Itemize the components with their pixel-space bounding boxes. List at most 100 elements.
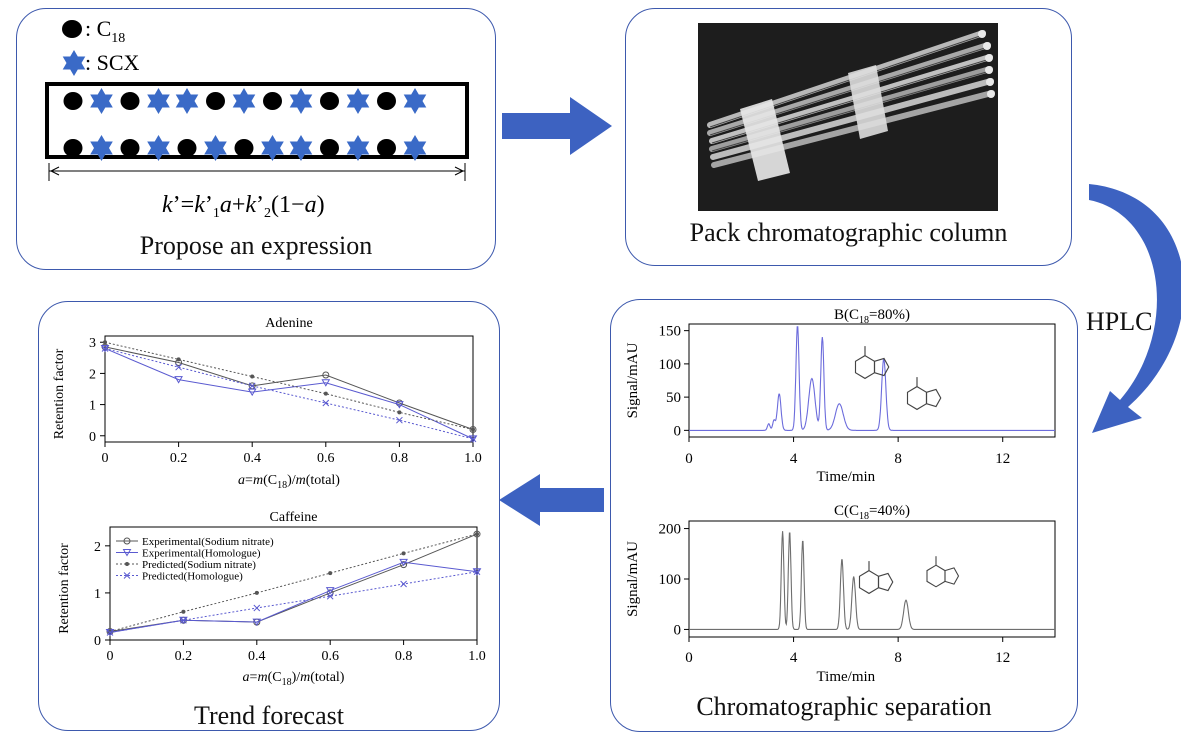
data-point <box>396 416 403 424</box>
data-point <box>103 340 107 345</box>
x-tick-label: 0.4 <box>248 649 265 664</box>
data-point <box>469 435 477 443</box>
y-tick-label: 0 <box>674 423 682 439</box>
column-photo <box>698 23 998 211</box>
y-tick-label: 3 <box>89 336 96 351</box>
series-line <box>104 348 474 440</box>
data-point <box>123 572 131 579</box>
caption-separation: Chromatographic separation <box>696 692 992 721</box>
caffeine-structure-icon <box>906 377 942 411</box>
panel-propose-expression: : C18 : SCX k’=k’1a+k’2(1−a) Propose an … <box>16 8 496 270</box>
series-line <box>104 347 474 440</box>
chromatogram-trace <box>689 326 1055 431</box>
y-axis-label: Signal/mAU <box>625 342 641 418</box>
caption-forecast: Trend forecast <box>194 701 344 730</box>
data-point <box>469 426 477 434</box>
caffeine-structure-icon <box>858 561 894 595</box>
x-tick-label: 0 <box>685 650 693 666</box>
x-tick-label: 0.4 <box>243 451 261 466</box>
legend-label: Experimental(Homologue) <box>142 548 261 560</box>
data-point <box>328 571 333 576</box>
data-point <box>253 604 261 612</box>
packing-c18-particle <box>63 92 83 110</box>
plot-frame <box>688 520 1056 638</box>
x-tick-label: 0.8 <box>395 649 413 664</box>
x-axis-label: Time/min <box>817 469 876 485</box>
data-point <box>250 374 255 379</box>
right-arrow <box>502 97 612 155</box>
packing-c18-particle <box>320 92 339 110</box>
packing-c18-particle <box>206 92 225 110</box>
data-point <box>123 537 131 545</box>
x-tick-label: 8 <box>894 451 902 467</box>
data-point <box>322 371 330 379</box>
y-tick-label: 1 <box>94 587 101 602</box>
ring-six <box>926 564 946 588</box>
ring-five <box>944 567 960 585</box>
caption-propose: Propose an expression <box>139 231 373 260</box>
x-tick-label: 0 <box>685 451 693 467</box>
x-axis-label: a=m(C18)/m(total) <box>238 473 340 491</box>
ring-six <box>858 569 880 595</box>
legend-label: Experimental(Sodium nitrate) <box>142 536 274 548</box>
packing-scx-particle <box>147 88 170 114</box>
column-diagram: : C18 : SCX k’=k’1a+k’2(1−a) <box>45 16 469 221</box>
series-line <box>109 571 478 633</box>
data-point <box>473 530 481 538</box>
packing-scx-particle <box>147 135 170 161</box>
packing-c18-particle <box>377 139 396 157</box>
data-point <box>472 568 482 576</box>
data-point <box>323 391 328 396</box>
chart-title: Adenine <box>265 316 312 331</box>
y-tick-label: 0 <box>89 430 96 445</box>
y-tick-label: 1 <box>89 399 96 414</box>
data-point <box>175 363 182 371</box>
data-point <box>400 580 407 588</box>
data-point <box>247 388 257 397</box>
data-point <box>397 410 402 415</box>
data-point <box>401 551 406 556</box>
chart-title: B(C18=80%) <box>834 307 910 326</box>
chart-legend: Experimental(Sodium nitrate)Experimental… <box>116 536 274 583</box>
x-tick-label: 1.0 <box>464 451 482 466</box>
data-point <box>248 382 256 390</box>
data-point <box>180 616 187 624</box>
y-tick-label: 100 <box>659 357 682 373</box>
data-point <box>399 558 408 567</box>
data-point <box>473 568 481 576</box>
y-tick-label: 2 <box>89 367 96 382</box>
y-axis-label: Retention factor <box>52 348 67 439</box>
caption-pack: Pack chromatographic column <box>689 218 1008 247</box>
packing-scx-particle <box>346 88 370 114</box>
plot-frame <box>688 323 1056 438</box>
data-point <box>122 549 132 557</box>
data-point <box>325 587 335 595</box>
legend-scx-label: : SCX <box>85 50 140 75</box>
data-point <box>326 592 334 600</box>
data-point <box>181 609 186 614</box>
data-point <box>471 427 475 432</box>
y-tick-label: 150 <box>659 324 682 340</box>
x-tick-label: 12 <box>995 451 1010 467</box>
packing-c18-particle <box>120 139 140 157</box>
x-tick-label: 1.0 <box>468 649 486 664</box>
column-width-left-arrowhead <box>49 166 60 176</box>
adenine-structure-icon <box>854 346 890 380</box>
data-point <box>321 379 331 387</box>
legend-circle-icon <box>62 20 82 38</box>
data-point <box>101 345 109 352</box>
x-axis-label: a=m(C18)/m(total) <box>243 670 345 688</box>
chart-caffeine: Caffeine 0 0.2 0.4 0.6 0.8 1.0 0 1 2 Retention fac… <box>57 510 486 688</box>
x-tick-label: 0.2 <box>175 649 193 664</box>
packing-scx-particle <box>289 135 313 161</box>
packing-scx-particle <box>261 135 284 161</box>
packing-c18-particle <box>120 92 140 110</box>
data-point <box>254 590 259 595</box>
packing-c18-particle <box>177 139 197 157</box>
series-line <box>104 346 474 430</box>
chart-chromC: C(C18=40%) 0 4 8 12 0 100 200 Signal/mAU Time/min <box>625 503 1056 685</box>
data-point <box>475 532 479 537</box>
x-tick-label: 0.8 <box>391 451 409 466</box>
legend-label: Predicted(Sodium nitrate) <box>142 559 256 571</box>
legend-star-icon <box>62 50 86 76</box>
